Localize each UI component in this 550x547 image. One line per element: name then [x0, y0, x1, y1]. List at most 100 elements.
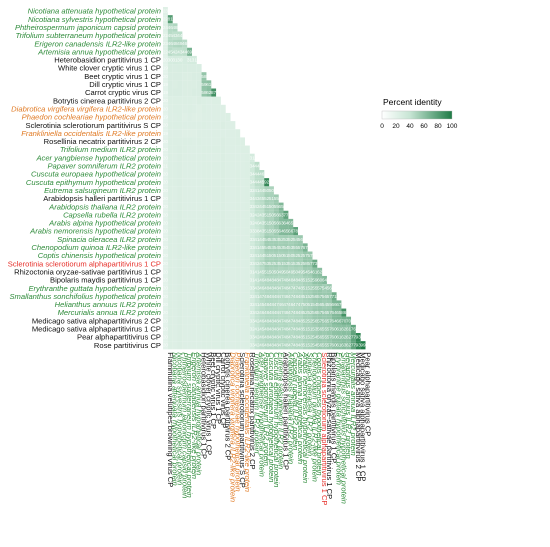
heatmap-cell — [254, 235, 260, 244]
heatmap-cell — [191, 210, 197, 219]
heatmap-cell-value: 63 — [341, 343, 347, 348]
heatmap-cell-value: 51 — [274, 253, 280, 258]
heatmap-cell-value: 47 — [279, 286, 285, 291]
heatmap-cell — [196, 333, 202, 342]
heatmap-cell — [163, 153, 168, 162]
heatmap-cell — [211, 333, 217, 342]
heatmap-cell — [206, 170, 212, 179]
heatmap-cell-value: 45 — [168, 49, 174, 54]
heatmap-cell-value: 63 — [279, 220, 285, 225]
heatmap-cell-value: 20 — [163, 302, 169, 307]
heatmap-cell — [167, 227, 173, 236]
heatmap-cell — [172, 194, 178, 203]
heatmap-cell — [235, 161, 241, 171]
heatmap-cell-value: 41 — [254, 302, 260, 307]
heatmap-cell — [201, 251, 207, 260]
heatmap-cell-value: 50 — [269, 204, 275, 209]
heatmap-cell-value: 47 — [298, 302, 304, 307]
heatmap-cell — [244, 308, 250, 317]
heatmap-cell — [167, 194, 173, 203]
heatmap-cell — [172, 112, 178, 122]
heatmap-cell-value: 31 — [172, 57, 178, 62]
column-label: Diabrotica virgifera virgifera ILR2-like… — [228, 352, 237, 502]
row-label: White clover cryptic virus 1 CP — [58, 64, 161, 73]
heatmap-cell — [220, 161, 226, 171]
heatmap-cell-value: 34 — [250, 180, 256, 185]
heatmap-cell — [191, 284, 197, 293]
heatmap-cell — [191, 186, 197, 195]
heatmap-cell-value: 62 — [206, 90, 212, 95]
heatmap-cell-value: 56 — [274, 220, 280, 225]
heatmap-cell — [216, 251, 221, 260]
heatmap-cell — [230, 202, 236, 211]
heatmap-cell — [216, 170, 221, 179]
heatmap-cell — [264, 275, 270, 285]
legend-tick-label: 100 — [447, 123, 458, 130]
heatmap-cell — [172, 218, 178, 228]
row-label: Carrot cryptic virus CP — [85, 88, 161, 97]
heatmap-cell — [254, 284, 260, 293]
heatmap-cell — [163, 178, 168, 187]
heatmap-cell-value: 48 — [264, 310, 270, 315]
heatmap-cell — [278, 202, 284, 211]
heatmap-cell — [249, 300, 255, 309]
heatmap-cell — [264, 210, 270, 219]
heatmap-cell-value: 43 — [172, 33, 178, 38]
heatmap-cell — [283, 292, 289, 301]
heatmap-cell — [269, 300, 274, 309]
heatmap-cell — [177, 121, 183, 130]
heatmap-cell-value: 50 — [288, 253, 294, 258]
heatmap-cell — [273, 202, 279, 211]
heatmap-cell — [206, 194, 212, 203]
column-label: Chenopodium quinoa ILR2-like protein — [310, 352, 319, 482]
row-label: Sclerotinia sclerotiorum alphapartitivir… — [8, 259, 161, 268]
heatmap-cell-value: 33 — [250, 237, 256, 242]
heatmap-cell-value: 55 — [312, 286, 318, 291]
heatmap-cell — [182, 137, 188, 146]
heatmap-cell — [249, 153, 255, 162]
heatmap-cell-value: 76 — [351, 326, 357, 331]
heatmap-cell — [177, 145, 183, 154]
heatmap-cell — [211, 202, 217, 211]
heatmap-cell — [211, 129, 217, 138]
heatmap-cell — [288, 243, 294, 252]
heatmap-cell — [244, 153, 250, 162]
heatmap-cell — [167, 64, 173, 73]
heatmap-cell-value: 44 — [259, 188, 265, 193]
heatmap-cell — [288, 251, 294, 260]
heatmap-cell — [317, 333, 323, 342]
heatmap-cell — [235, 341, 241, 350]
heatmap-cell-value: 48 — [298, 335, 304, 340]
heatmap-cell-value: 51 — [303, 286, 309, 291]
heatmap-cell — [182, 300, 188, 309]
heatmap-cell — [264, 324, 270, 334]
heatmap-cell — [172, 137, 178, 146]
heatmap-cell-value: 31 — [187, 57, 193, 62]
heatmap-cell — [240, 145, 245, 154]
heatmap-cell-value: 44 — [182, 49, 188, 54]
heatmap-cell — [196, 178, 202, 187]
heatmap-cell — [244, 267, 250, 276]
heatmap-cell — [196, 267, 202, 276]
heatmap-cell — [312, 284, 318, 293]
heatmap-cell — [225, 161, 231, 171]
heatmap-cell-value: 48 — [298, 343, 304, 348]
heatmap-cell-value: 73 — [312, 261, 318, 266]
heatmap-cell — [206, 96, 212, 105]
heatmap-cell — [225, 137, 231, 146]
heatmap-cell-value: 54 — [293, 237, 299, 242]
heatmap-cell — [220, 145, 226, 154]
heatmap-cell-value: 52 — [288, 237, 294, 242]
heatmap-cell — [216, 178, 221, 187]
heatmap-cell — [196, 251, 202, 260]
heatmap-cell-value: 20 — [163, 220, 169, 225]
heatmap-cell-value: 51 — [264, 204, 270, 209]
heatmap-cell — [249, 186, 255, 195]
heatmap-cell — [216, 210, 221, 219]
heatmap-cell — [172, 202, 178, 211]
heatmap-cell — [269, 202, 274, 211]
heatmap-cell-value: 50 — [269, 212, 275, 217]
row-label: Acer yangbiense hypothetical protein — [35, 153, 161, 162]
heatmap-cell — [187, 341, 192, 350]
heatmap-cell — [206, 324, 212, 334]
